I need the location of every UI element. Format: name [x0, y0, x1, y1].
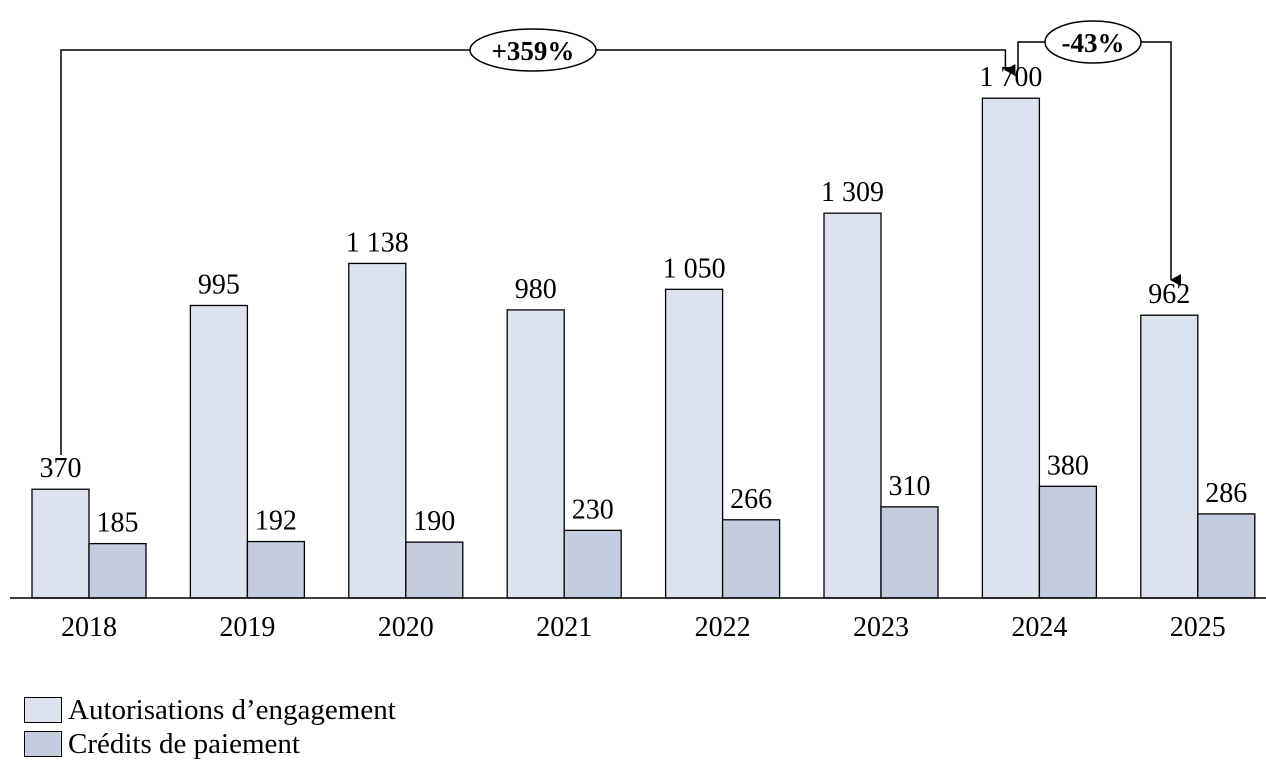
legend-item-ae: Autorisations d’engagement — [24, 694, 396, 726]
bar-ae-2022 — [664, 288, 724, 599]
legend-label-ae: Autorisations d’engagement — [68, 694, 396, 726]
bar-ae-2024 — [981, 97, 1041, 599]
bar-ae-2020 — [348, 262, 407, 599]
data-label-cp-2021: 230 — [572, 494, 614, 525]
annotation-bubble-decrease — [1044, 20, 1142, 64]
bar-ae-2019 — [189, 304, 249, 599]
legend-swatch-ae — [24, 697, 62, 723]
data-label-cp-2022: 266 — [730, 484, 772, 515]
x-tick-label-2021: 2021 — [536, 612, 592, 643]
annotation-label-decrease: -43% — [1062, 28, 1125, 58]
bar-ae-2023 — [823, 212, 882, 599]
annotation-bubble-increase — [469, 28, 597, 72]
data-label-ae-2025: 962 — [1148, 279, 1190, 310]
bar-cp-2022 — [721, 519, 781, 599]
data-label-cp-2018: 185 — [97, 508, 139, 539]
x-tick-label-2020: 2020 — [378, 612, 434, 643]
bar-ae-2021 — [506, 309, 565, 599]
bar-ae-2018 — [31, 488, 90, 599]
bar-ae-2025 — [1140, 314, 1199, 599]
bar-cp-2024 — [1038, 485, 1098, 599]
data-label-ae-2018: 370 — [40, 453, 82, 484]
legend-swatch-cp — [24, 731, 62, 757]
data-label-cp-2025: 286 — [1205, 478, 1247, 509]
legend-label-cp: Crédits de paiement — [68, 728, 300, 760]
data-label-ae-2023: 1 309 — [821, 177, 884, 208]
data-label-ae-2024: 1 700 — [979, 62, 1042, 93]
x-tick-label-2025: 2025 — [1170, 612, 1226, 643]
data-label-ae-2020: 1 138 — [346, 227, 409, 258]
data-label-cp-2019: 192 — [255, 506, 297, 537]
data-label-cp-2023: 310 — [889, 471, 931, 502]
bar-cp-2021 — [563, 529, 622, 599]
bar-cp-2023 — [880, 506, 939, 599]
data-label-ae-2019: 995 — [198, 269, 240, 300]
bar-cp-2019 — [246, 540, 306, 599]
data-label-ae-2021: 980 — [515, 274, 557, 305]
annotation-label-increase: +359% — [492, 36, 575, 66]
data-label-ae-2022: 1 050 — [663, 253, 726, 284]
data-label-cp-2020: 190 — [413, 506, 455, 537]
x-tick-label-2022: 2022 — [695, 612, 751, 643]
legend: Autorisations d’engagement Crédits de pa… — [24, 696, 396, 764]
x-tick-label-2023: 2023 — [853, 612, 909, 643]
data-label-cp-2024: 380 — [1047, 450, 1089, 481]
x-tick-label-2018: 2018 — [61, 612, 117, 643]
legend-item-cp: Crédits de paiement — [24, 728, 396, 760]
x-tick-label-2024: 2024 — [1011, 612, 1067, 643]
bar-cp-2020 — [405, 541, 464, 599]
x-tick-label-2019: 2019 — [219, 612, 275, 643]
bar-cp-2018 — [88, 542, 147, 599]
bar-cp-2025 — [1197, 513, 1256, 599]
